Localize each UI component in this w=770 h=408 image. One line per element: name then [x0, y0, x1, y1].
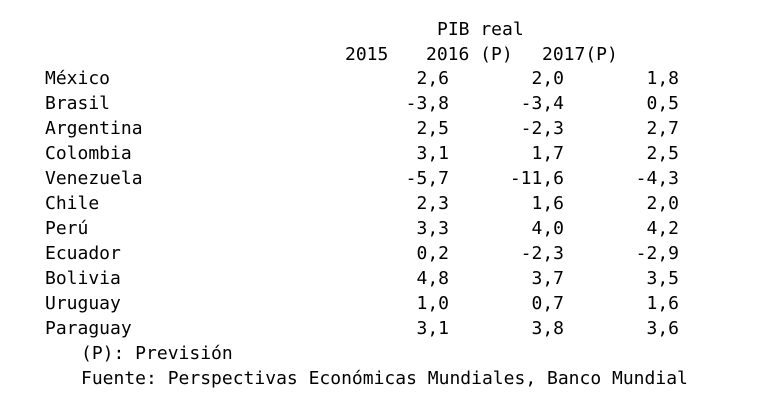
country-name: Chile	[45, 193, 100, 214]
gdp-value: -3,4	[520, 93, 564, 114]
source-note: Fuente: Perspectivas Económicas Mundiale…	[81, 368, 688, 389]
gdp-value: 2,7	[646, 118, 679, 139]
gdp-value: -2,9	[635, 243, 679, 264]
gdp-value: 0,7	[531, 293, 564, 314]
gdp-value: -2,3	[520, 118, 564, 139]
country-name: Brasil	[45, 93, 111, 114]
gdp-value: 2,5	[416, 118, 449, 139]
gdp-value: 2,5	[646, 143, 679, 164]
column-header-row: 2015 2016 (P) 2017(P)	[0, 42, 770, 67]
gdp-value: 3,1	[416, 143, 449, 164]
gdp-value: 1,7	[531, 143, 564, 164]
country-name: Perú	[45, 218, 89, 239]
country-name: Uruguay	[45, 293, 121, 314]
country-name: Venezuela	[45, 168, 143, 189]
column-header-2016: 2016 (P)	[426, 44, 513, 65]
gdp-value: 3,5	[646, 268, 679, 289]
gdp-value: 2,0	[646, 193, 679, 214]
gdp-value: 4,2	[646, 218, 679, 239]
gdp-value: 3,6	[646, 318, 679, 339]
gdp-value: -4,3	[635, 168, 679, 189]
gdp-value: 1,6	[646, 293, 679, 314]
gdp-value: 3,8	[531, 318, 564, 339]
gdp-value: 2,6	[416, 68, 449, 89]
country-name: Bolivia	[45, 268, 121, 289]
gdp-value: 4,8	[416, 268, 449, 289]
country-name: Argentina	[45, 118, 143, 139]
gdp-value: 3,7	[531, 268, 564, 289]
gdp-value: -3,8	[405, 93, 449, 114]
gdp-value: 1,8	[646, 68, 679, 89]
gdp-value: 2,0	[531, 68, 564, 89]
gdp-value: 2,3	[416, 193, 449, 214]
gdp-value: 3,1	[416, 318, 449, 339]
gdp-value: -11,6	[509, 168, 564, 189]
forecast-legend-note: (P): Previsión	[81, 343, 233, 364]
column-header-2017: 2017(P)	[542, 44, 618, 65]
country-name: Ecuador	[45, 243, 121, 264]
gdp-value: -5,7	[405, 168, 449, 189]
gdp-value: 0,5	[646, 93, 679, 114]
gdp-value: 1,6	[531, 193, 564, 214]
table-title: PIB real	[437, 19, 524, 40]
country-name: Paraguay	[45, 318, 132, 339]
gdp-value: 0,2	[416, 243, 449, 264]
gdp-value: -2,3	[520, 243, 564, 264]
gdp-value: 1,0	[416, 293, 449, 314]
column-header-2015: 2015	[345, 44, 389, 65]
gdp-value: 4,0	[531, 218, 564, 239]
country-name: México	[45, 68, 111, 89]
country-name: Colombia	[45, 143, 132, 164]
gdp-value: 3,3	[416, 218, 449, 239]
